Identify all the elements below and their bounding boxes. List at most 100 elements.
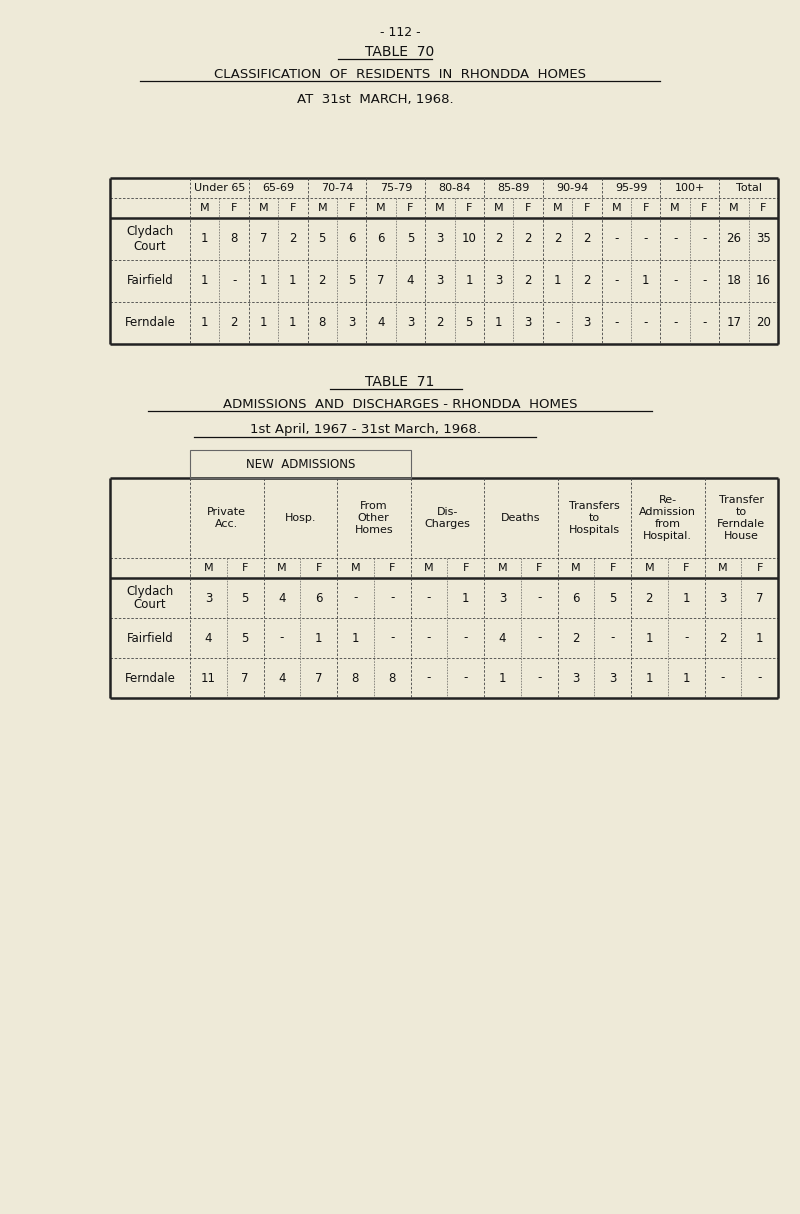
Text: Private: Private (207, 507, 246, 517)
Text: Clydach: Clydach (126, 226, 174, 238)
Text: M: M (729, 203, 738, 212)
Text: ADMISSIONS  AND  DISCHARGES - RHONDDA  HOMES: ADMISSIONS AND DISCHARGES - RHONDDA HOME… (222, 397, 578, 410)
Text: -: - (537, 671, 542, 685)
Text: M: M (498, 563, 507, 573)
Text: 1: 1 (495, 317, 502, 329)
Text: 1: 1 (352, 631, 359, 645)
Text: M: M (424, 563, 434, 573)
Text: Court: Court (134, 599, 166, 612)
Text: F: F (760, 203, 766, 212)
Text: TABLE  71: TABLE 71 (366, 375, 434, 388)
Text: -: - (390, 591, 394, 605)
Text: House: House (724, 531, 758, 541)
Text: -: - (702, 274, 706, 288)
Text: from: from (654, 520, 681, 529)
Text: Dis-: Dis- (437, 507, 458, 517)
Text: 16: 16 (756, 274, 770, 288)
Text: 2: 2 (646, 591, 653, 605)
Text: M: M (376, 203, 386, 212)
Text: F: F (231, 203, 238, 212)
Text: 7: 7 (315, 671, 322, 685)
Text: -: - (232, 274, 236, 288)
Text: -: - (426, 671, 431, 685)
Text: TABLE  70: TABLE 70 (366, 45, 434, 59)
Text: 5: 5 (466, 317, 473, 329)
Text: From: From (360, 501, 387, 511)
Text: Admission: Admission (639, 507, 696, 517)
Text: 4: 4 (406, 274, 414, 288)
Text: F: F (315, 563, 322, 573)
Text: -: - (614, 317, 618, 329)
Text: Homes: Homes (354, 524, 393, 535)
Text: M: M (258, 203, 268, 212)
Text: 3: 3 (407, 317, 414, 329)
Text: Court: Court (134, 239, 166, 253)
Text: Ferndale: Ferndale (125, 317, 175, 329)
Text: 3: 3 (525, 317, 532, 329)
Text: 6: 6 (348, 233, 355, 245)
Text: 10: 10 (462, 233, 477, 245)
Text: 1: 1 (289, 317, 297, 329)
Text: -: - (673, 317, 678, 329)
Text: M: M (350, 563, 360, 573)
Text: Ferndale: Ferndale (125, 671, 175, 685)
Text: -: - (426, 591, 431, 605)
Text: 5: 5 (242, 631, 249, 645)
Text: 1: 1 (462, 591, 470, 605)
Text: 7: 7 (756, 591, 763, 605)
Text: 2: 2 (583, 274, 590, 288)
Text: CLASSIFICATION  OF  RESIDENTS  IN  RHONDDA  HOMES: CLASSIFICATION OF RESIDENTS IN RHONDDA H… (214, 68, 586, 80)
Text: 6: 6 (572, 591, 580, 605)
Text: -: - (673, 274, 678, 288)
Text: 2: 2 (318, 274, 326, 288)
Text: -: - (684, 631, 688, 645)
Text: 1: 1 (260, 274, 267, 288)
Text: 3: 3 (205, 591, 212, 605)
Text: F: F (525, 203, 531, 212)
Text: F: F (389, 563, 395, 573)
Text: 3: 3 (495, 274, 502, 288)
Text: 3: 3 (498, 591, 506, 605)
Text: Ferndale: Ferndale (717, 520, 766, 529)
Text: F: F (702, 203, 708, 212)
Text: 1: 1 (201, 233, 209, 245)
Text: - 112 -: - 112 - (380, 25, 420, 39)
Text: 1st April, 1967 - 31st March, 1968.: 1st April, 1967 - 31st March, 1968. (250, 424, 481, 437)
Text: -: - (463, 671, 468, 685)
Text: M: M (277, 563, 286, 573)
Text: 2: 2 (495, 233, 502, 245)
Text: -: - (555, 317, 560, 329)
Text: F: F (242, 563, 248, 573)
Text: -: - (721, 671, 725, 685)
Text: 2: 2 (436, 317, 444, 329)
Text: 5: 5 (609, 591, 616, 605)
Text: 1: 1 (682, 591, 690, 605)
Text: 2: 2 (554, 233, 562, 245)
Text: 80-84: 80-84 (438, 183, 470, 193)
Text: M: M (435, 203, 445, 212)
Text: 2: 2 (719, 631, 726, 645)
Text: Hospital.: Hospital. (643, 531, 692, 541)
Text: 26: 26 (726, 233, 742, 245)
Text: -: - (426, 631, 431, 645)
Text: -: - (353, 591, 358, 605)
Text: 2: 2 (230, 317, 238, 329)
Text: M: M (645, 563, 654, 573)
Text: 1: 1 (554, 274, 562, 288)
Text: 7: 7 (260, 233, 267, 245)
Text: Deaths: Deaths (501, 514, 541, 523)
Text: M: M (670, 203, 680, 212)
Text: 1: 1 (289, 274, 297, 288)
Text: Acc.: Acc. (215, 520, 238, 529)
Text: Other: Other (358, 514, 390, 523)
Text: NEW  ADMISSIONS: NEW ADMISSIONS (246, 458, 355, 471)
Text: -: - (702, 233, 706, 245)
Text: 3: 3 (609, 671, 616, 685)
Text: 11: 11 (201, 671, 216, 685)
Text: 3: 3 (583, 317, 590, 329)
Text: 17: 17 (726, 317, 742, 329)
Text: 1: 1 (756, 631, 763, 645)
Text: 1: 1 (201, 274, 209, 288)
Text: 1: 1 (201, 317, 209, 329)
Text: 5: 5 (348, 274, 355, 288)
